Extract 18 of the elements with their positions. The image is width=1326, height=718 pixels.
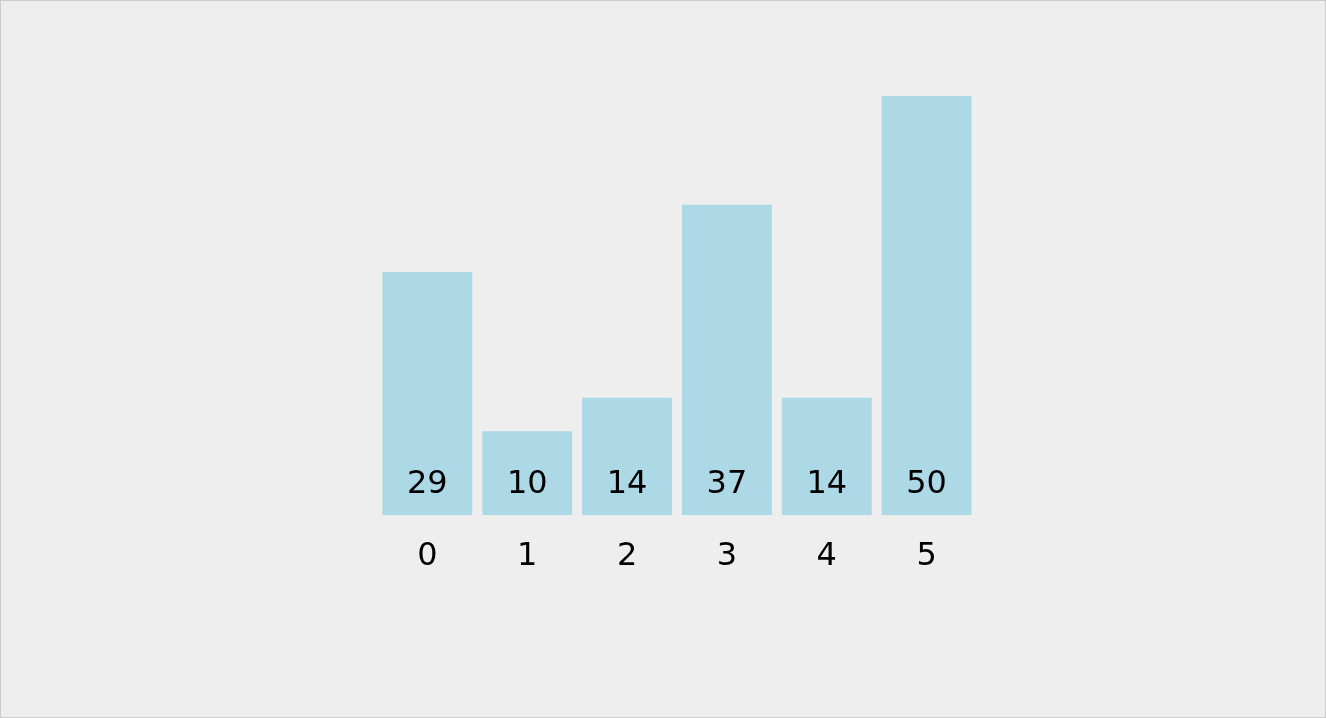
data-label: 29 bbox=[407, 462, 448, 501]
data-label: 14 bbox=[806, 462, 848, 501]
bar bbox=[382, 271, 473, 516]
x-tick-label: 4 bbox=[816, 534, 837, 573]
x-tick-label: 0 bbox=[417, 534, 438, 573]
bar bbox=[881, 95, 972, 516]
bar bbox=[681, 204, 772, 516]
data-label: 50 bbox=[906, 462, 947, 501]
bar bbox=[582, 397, 672, 516]
data-label: 10 bbox=[506, 462, 548, 501]
data-label: 37 bbox=[706, 462, 748, 501]
bar bbox=[781, 397, 872, 516]
x-tick-label: 5 bbox=[916, 534, 937, 573]
data-label: 14 bbox=[606, 462, 648, 501]
x-tick-label: 1 bbox=[517, 534, 538, 573]
x-tick-label: 3 bbox=[716, 534, 738, 573]
bar bbox=[482, 431, 573, 516]
x-tick-label: 2 bbox=[616, 534, 638, 573]
